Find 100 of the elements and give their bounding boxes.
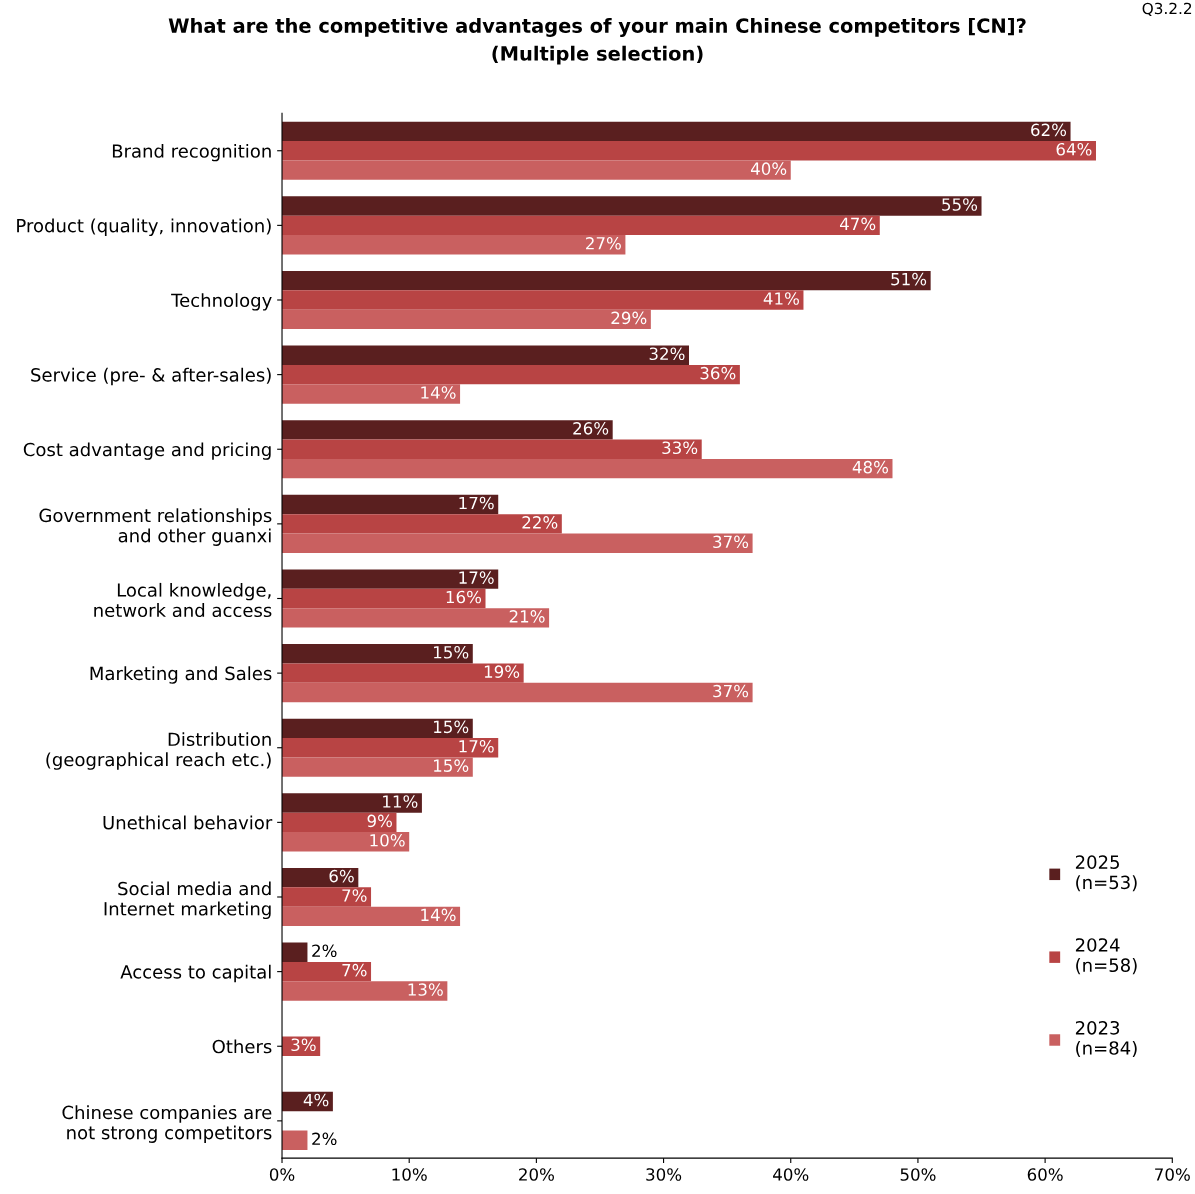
data-label: 3% [291,1038,316,1052]
data-label: 37% [713,684,749,698]
bar [282,439,702,459]
y-tick-label: Unethical behavior [103,815,273,830]
bar [282,942,308,962]
data-label: 17% [459,739,494,753]
data-label: 15% [434,759,469,772]
data-label: 40% [750,162,787,175]
bar [282,663,524,683]
y-tick-label: Distribution (geographical reach etc.) [46,732,271,770]
bar [282,718,473,739]
data-label: 51% [891,272,927,286]
data-label: 15% [434,720,469,734]
data-label: 4% [303,1093,329,1107]
y-tick-label: Government relationships and other guanxi [39,508,272,546]
y-tick-label: Product (quality, innovation) [17,218,271,236]
data-label: 14% [421,908,456,922]
bar [282,270,931,291]
bar [282,1130,308,1150]
bar [282,364,740,385]
y-tick-label: Brand recognition [112,143,271,162]
data-label: 13% [408,983,443,996]
bar [282,961,372,982]
bar [282,588,486,609]
data-label: 21% [509,610,545,623]
x-tick-label: 20% [519,1168,554,1181]
chart-title: What are the competitive advantages of your main Chinese competitors [CN]? (Multiple selection) [168,17,1026,65]
data-label: 2% [312,1132,337,1146]
data-label: 7% [342,963,367,977]
bar [282,160,791,180]
data-label: 7% [342,889,367,902]
y-tick-label: Access to capital [120,964,271,983]
data-label: 36% [700,366,736,380]
x-tick-label: 30% [646,1168,682,1181]
y-tick-label: Local knowledge, network and access [94,582,272,618]
data-label: 32% [649,347,685,361]
legend-label: 2023 (n=84) [1075,1020,1137,1057]
bar [282,887,372,907]
bar [282,384,461,404]
bar [282,494,499,515]
bar [282,290,804,310]
bar [282,309,651,330]
x-tick-label: 60% [1027,1168,1063,1181]
bar [282,832,410,852]
x-tick-label: 0% [269,1168,295,1181]
bar [282,812,397,833]
data-label: 27% [586,237,621,250]
x-tick-label: 10% [392,1168,427,1181]
data-label: 17% [459,496,494,510]
legend-label: 2024 (n=58) [1075,938,1137,975]
data-label: 9% [367,814,392,828]
bar [282,514,562,534]
data-label: 15% [434,645,469,659]
y-tick-label: Marketing and Sales [90,666,272,684]
bar [282,608,550,628]
bar [282,682,753,703]
data-label: 26% [573,422,609,435]
bar [282,757,473,777]
data-label: 19% [484,665,520,678]
data-label: 14% [421,386,456,399]
y-tick-label: Technology [171,293,272,311]
bar [282,121,1071,142]
y-tick-label: Social media and Internet marketing [104,881,271,920]
bar [282,981,448,1001]
data-label: 64% [1056,142,1092,156]
bar [282,644,473,664]
x-tick-label: 40% [773,1168,809,1181]
bar [282,420,613,440]
x-tick-label: 50% [900,1168,936,1181]
bar [282,738,499,758]
x-tick-label: 70% [1155,1168,1190,1181]
data-label: 10% [370,834,405,847]
bar [282,533,753,553]
bar [282,906,461,927]
bar [282,196,982,216]
data-label: 29% [611,311,647,325]
y-tick-label: Cost advantage and pricing [23,442,271,460]
data-label: 37% [713,535,749,549]
data-label: 22% [522,516,558,529]
bar [282,793,422,813]
y-tick-label: Chinese companies are not strong competitors [62,1105,272,1143]
y-tick-label: Service (pre- & after-sales) [31,367,271,386]
data-label: 17% [459,571,494,584]
data-label: 48% [852,460,889,474]
bar [282,345,689,365]
bar [282,458,893,479]
data-label: 55% [942,198,978,211]
data-label: 62% [1031,123,1067,137]
data-label: 16% [446,590,482,604]
data-label: 11% [383,795,418,808]
y-tick-label: Others [212,1039,272,1054]
bar [282,141,1096,161]
bar [282,235,626,255]
data-label: 41% [763,292,799,305]
text: Q3.2.2 [1142,2,1192,16]
legend-label: 2025 (n=53) [1075,855,1137,892]
data-label: 6% [329,869,354,883]
data-label: 33% [662,441,698,455]
bar [282,215,880,236]
data-label: 2% [312,944,337,958]
